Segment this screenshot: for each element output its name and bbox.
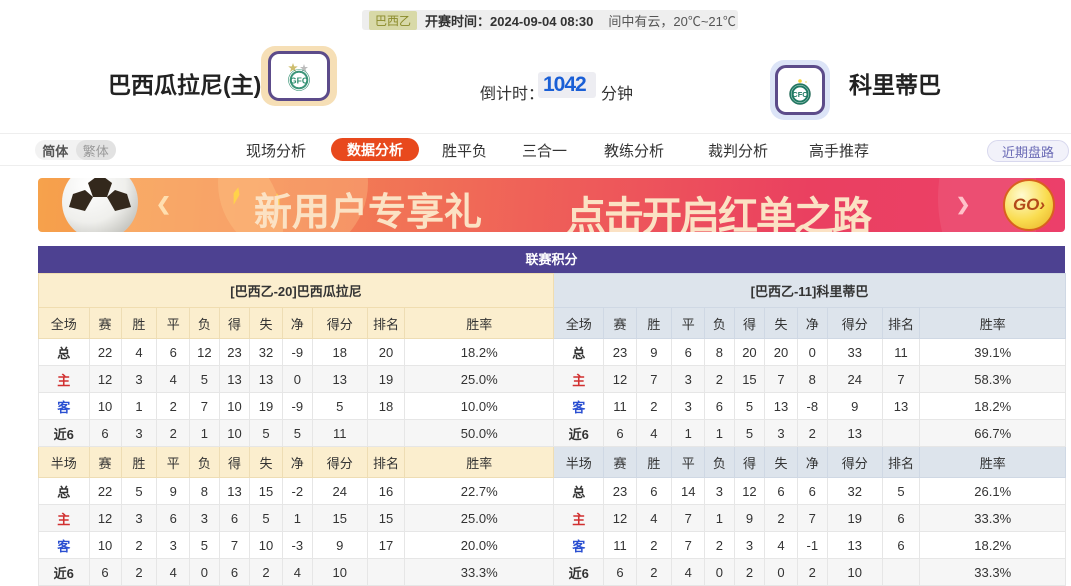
svg-text:CFC: CFC bbox=[792, 90, 808, 99]
svg-text:GFC: GFC bbox=[290, 76, 308, 86]
